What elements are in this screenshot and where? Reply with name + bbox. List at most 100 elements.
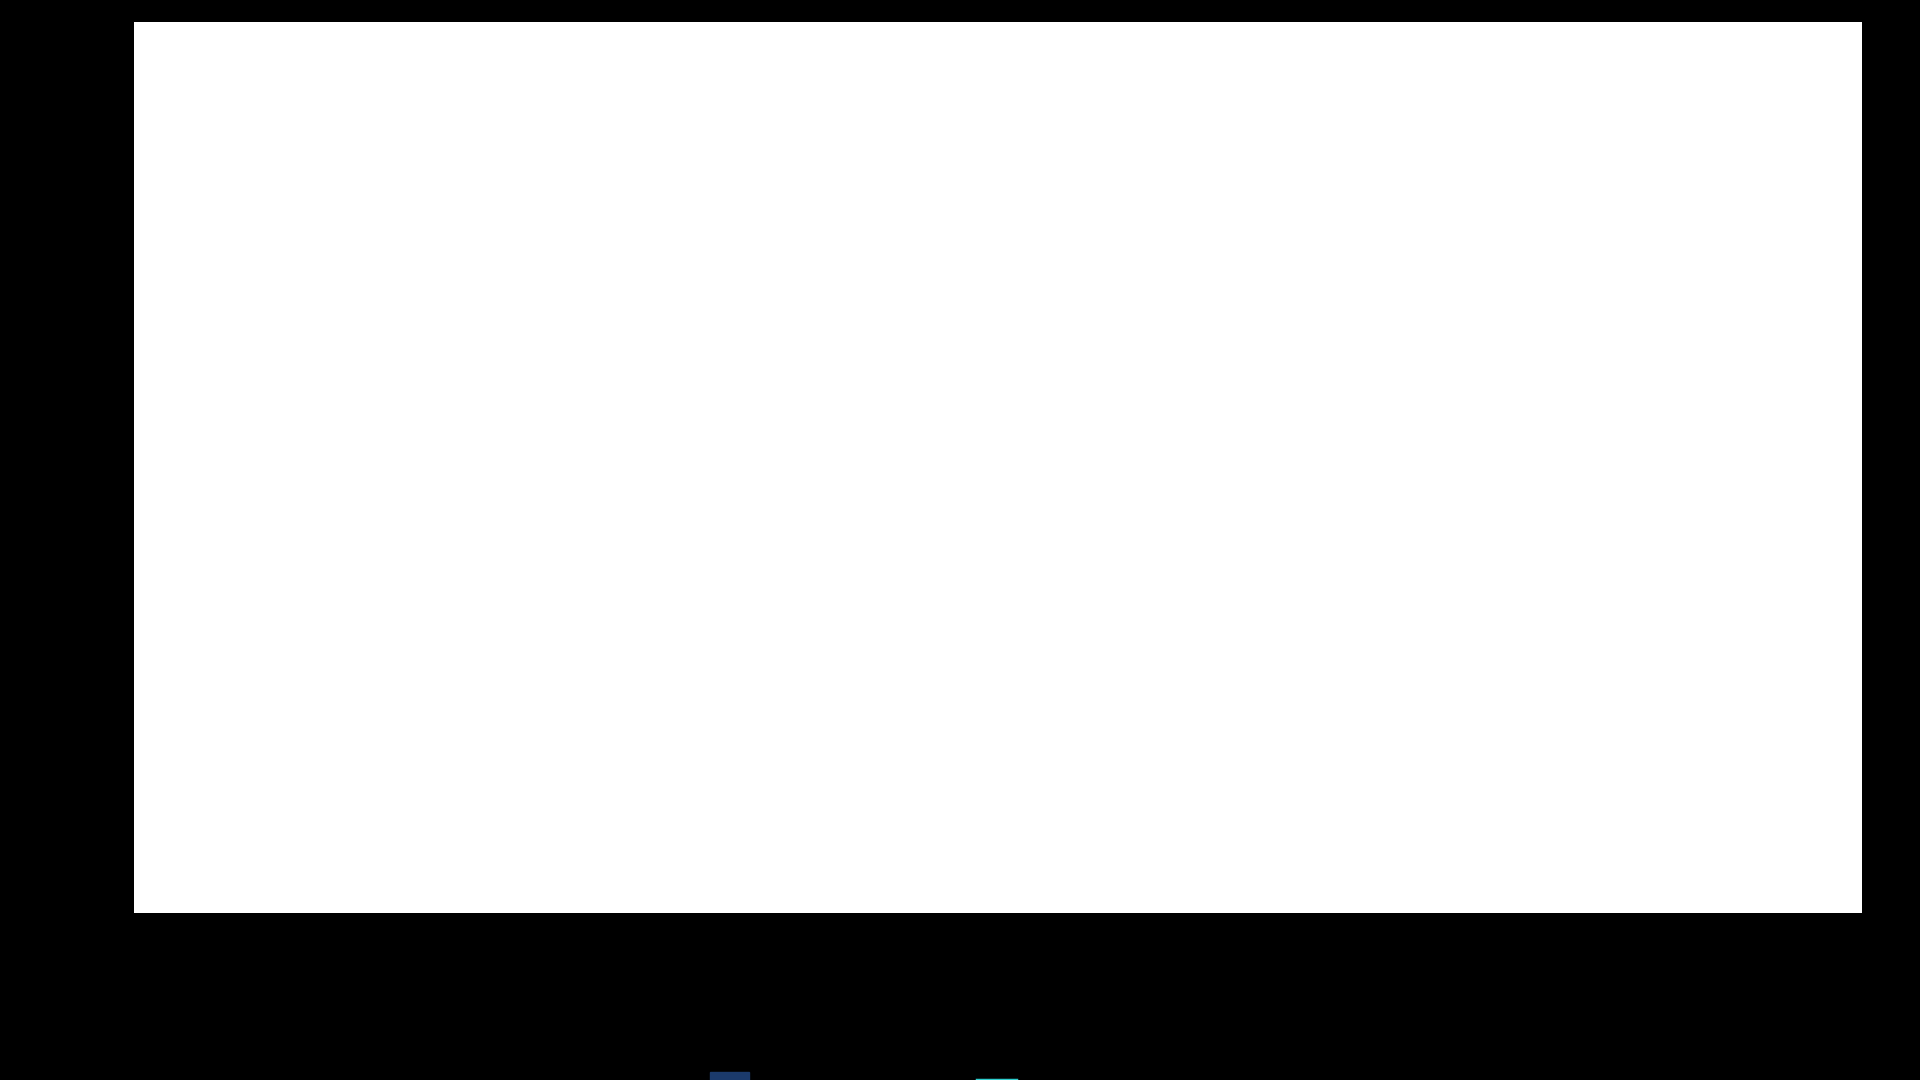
Bar [1586, 318, 1592, 394]
Bar [211, 242, 217, 394]
Bar [250, 174, 255, 394]
Bar [319, 287, 324, 394]
Bar [336, 310, 342, 394]
Bar [1484, 318, 1490, 394]
Bar [1050, 325, 1056, 394]
Bar [584, 340, 589, 394]
Bar [173, 227, 179, 394]
Bar [653, 204, 659, 394]
Bar [902, 325, 908, 394]
Bar [545, 287, 551, 394]
Text: What you have
written insurance
on matters: What you have written insurance on matte… [1079, 534, 1281, 620]
Bar [451, 333, 457, 394]
Bar [1392, 333, 1398, 394]
Bar [1795, 333, 1801, 394]
Bar [1236, 333, 1242, 394]
Text: Volatility risk premium: Volatility risk premium [163, 10, 668, 49]
Bar [1438, 340, 1444, 394]
Bar [1073, 302, 1079, 394]
Bar [288, 310, 294, 394]
Bar [925, 325, 931, 394]
Bar [561, 333, 566, 394]
Bar [1695, 325, 1701, 394]
Bar [1492, 325, 1498, 394]
Bar [344, 310, 349, 394]
Bar [227, 318, 232, 394]
Bar [515, 310, 520, 394]
Bar [747, 340, 753, 394]
Bar [1190, 302, 1196, 394]
Bar [607, 318, 612, 394]
Bar [1275, 333, 1281, 394]
Bar [273, 219, 278, 394]
Bar [1244, 318, 1250, 394]
Bar [833, 333, 839, 394]
Bar [1004, 333, 1010, 394]
Bar [1540, 204, 1546, 394]
Bar [1524, 394, 1530, 766]
Bar [1711, 333, 1716, 394]
Bar [622, 333, 628, 394]
Bar [599, 333, 605, 394]
Bar [1020, 318, 1025, 394]
Bar [413, 325, 419, 394]
Bar [490, 325, 495, 394]
Bar [841, 302, 847, 394]
Bar [762, 325, 768, 394]
Bar [1027, 318, 1033, 394]
Bar [1640, 302, 1645, 394]
Bar [204, 219, 209, 394]
Bar [1213, 302, 1219, 394]
Bar [785, 333, 791, 394]
Bar [1430, 325, 1436, 394]
Bar [948, 348, 954, 394]
Bar [530, 318, 536, 394]
Bar [188, 310, 194, 394]
Bar [1655, 333, 1661, 394]
Bar [1354, 318, 1359, 394]
Bar [591, 325, 597, 394]
Bar [941, 318, 947, 394]
Bar [1663, 318, 1670, 394]
Bar [1647, 325, 1653, 394]
Bar [1446, 333, 1452, 394]
Bar [1601, 318, 1607, 394]
Bar [1142, 318, 1148, 394]
Bar [467, 333, 472, 394]
Bar [693, 197, 699, 394]
Bar [1469, 333, 1475, 394]
Bar [856, 348, 862, 394]
Bar [1757, 302, 1763, 394]
Bar [755, 333, 760, 394]
Bar [918, 310, 924, 394]
Bar [778, 333, 783, 394]
Bar [1563, 318, 1569, 394]
Bar [879, 340, 885, 394]
Bar [1509, 333, 1515, 394]
Bar [979, 310, 985, 394]
Bar [972, 325, 977, 394]
Bar [895, 333, 900, 394]
Bar [1260, 333, 1265, 394]
Bar [1461, 310, 1467, 394]
Bar [685, 197, 691, 394]
Bar [1321, 333, 1327, 394]
Bar [367, 340, 372, 394]
Bar [507, 310, 513, 394]
Bar [864, 333, 870, 394]
Bar [1158, 333, 1164, 394]
Bar [1119, 333, 1125, 394]
Bar [808, 287, 814, 394]
Bar [474, 310, 480, 394]
Bar [801, 272, 806, 394]
Bar [1578, 302, 1584, 394]
Bar [1811, 325, 1816, 394]
Bar [1532, 394, 1538, 858]
Bar [1081, 340, 1087, 394]
Bar [1384, 333, 1390, 394]
Bar [1089, 318, 1094, 394]
Bar [234, 234, 240, 394]
Bar [701, 394, 707, 477]
Bar [1548, 333, 1553, 394]
Bar [1361, 318, 1367, 394]
